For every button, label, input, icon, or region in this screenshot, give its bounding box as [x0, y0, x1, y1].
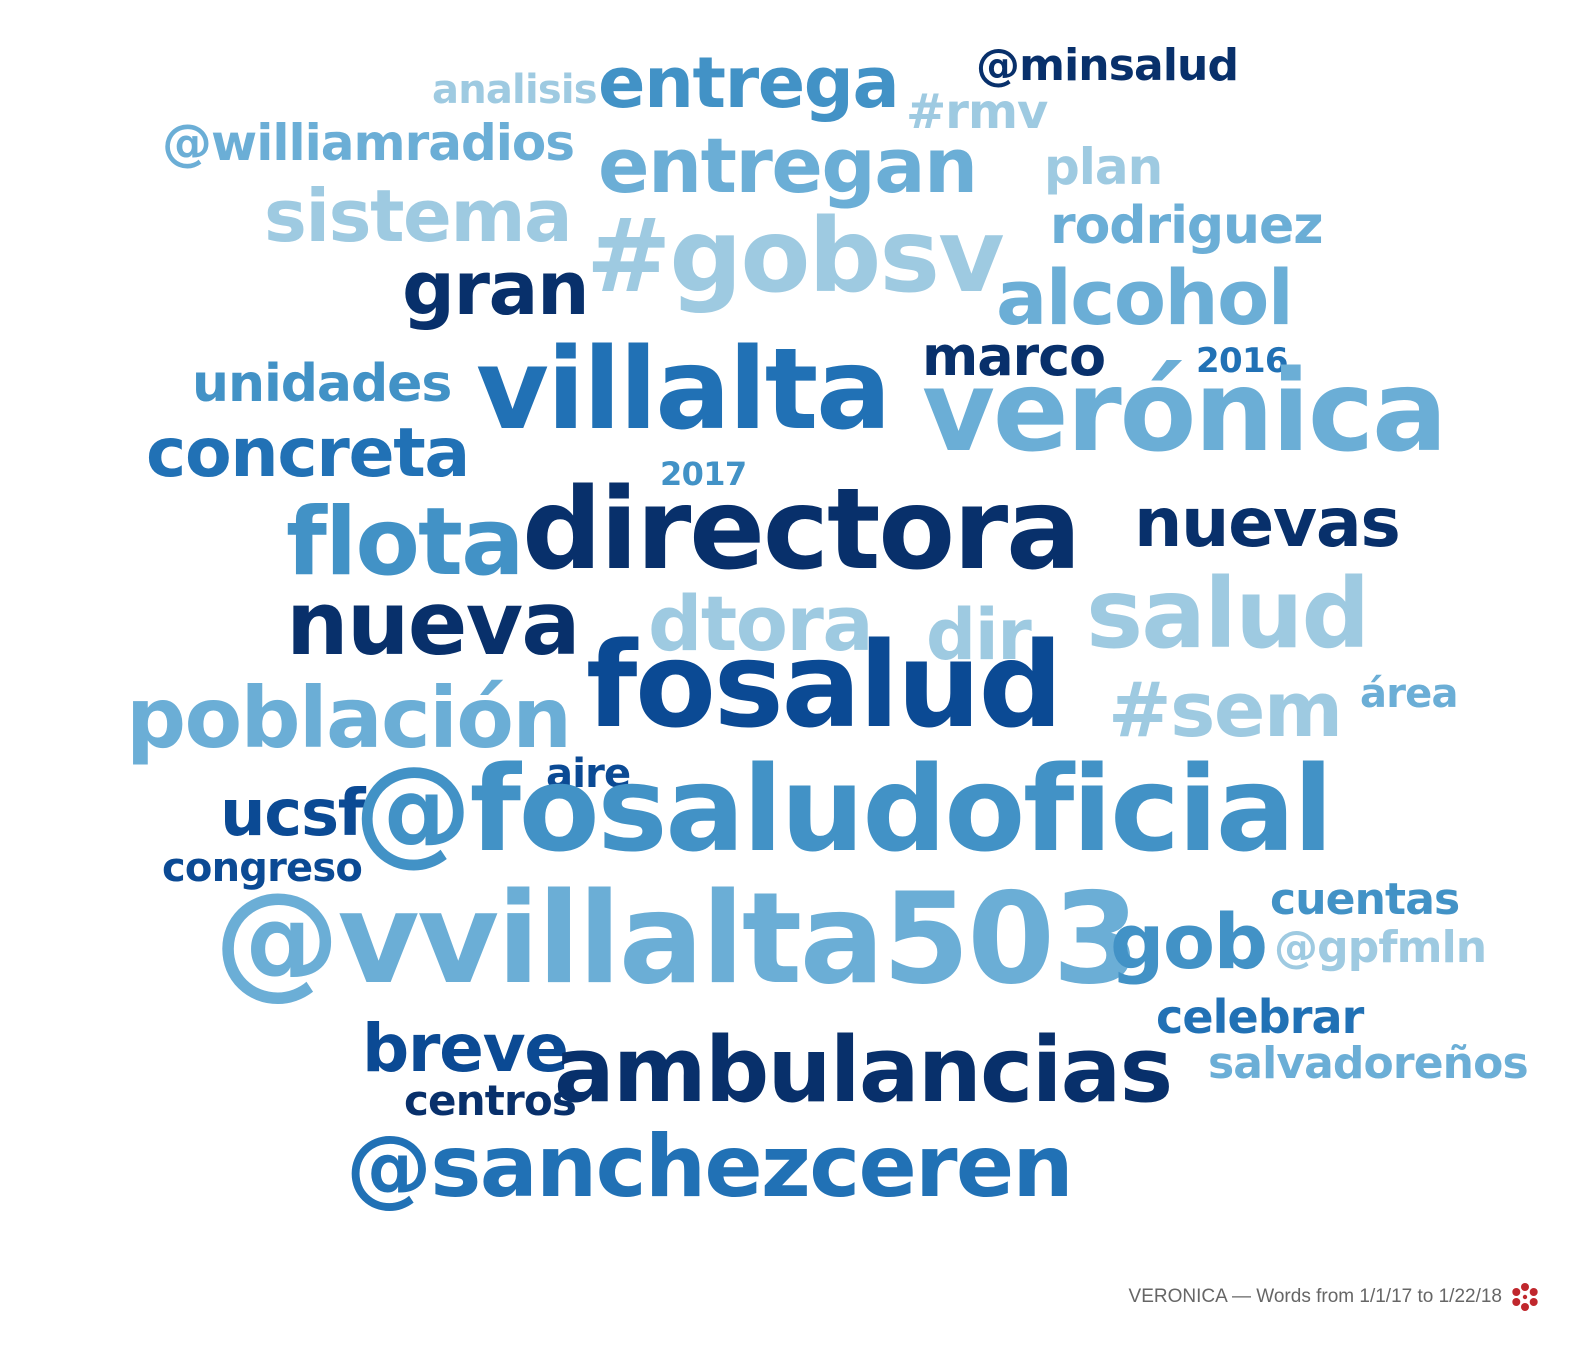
- word: @gpfmln: [1274, 922, 1487, 973]
- word: #sem: [1108, 665, 1343, 754]
- word: población: [126, 669, 572, 767]
- word: flota: [286, 488, 525, 597]
- word: salud: [1086, 558, 1370, 670]
- word: sistema: [264, 174, 573, 258]
- footer: VERONICA — Words from 1/1/17 to 1/22/18: [1129, 1282, 1540, 1312]
- word: villalta: [476, 325, 892, 455]
- flower-logo-icon: [1510, 1282, 1540, 1312]
- word: gob: [1110, 897, 1268, 986]
- word: centros: [404, 1076, 577, 1125]
- word: 2016: [1196, 341, 1289, 381]
- word: ambulancias: [554, 1018, 1173, 1123]
- word: rodriguez: [1050, 196, 1324, 256]
- word: @vvillalta503: [214, 865, 1140, 1012]
- footer-caption: VERONICA — Words from 1/1/17 to 1/22/18: [1128, 1286, 1502, 1307]
- word: entrega: [598, 42, 900, 124]
- word: aire: [546, 751, 631, 797]
- word: verónica: [922, 347, 1448, 477]
- word: fosalud: [586, 616, 1063, 754]
- word: unidades: [192, 354, 452, 414]
- word: marco: [922, 325, 1106, 388]
- word: #rmv: [906, 84, 1048, 140]
- word: cuentas: [1270, 874, 1460, 925]
- word: dir: [926, 594, 1032, 676]
- word: gran: [402, 246, 590, 332]
- word: @sanchezceren: [346, 1117, 1074, 1217]
- word: 2017: [660, 455, 747, 493]
- word: @minsalud: [976, 40, 1239, 91]
- word: concreta: [146, 414, 470, 493]
- word: entregan: [598, 121, 978, 210]
- word: celebrar: [1156, 990, 1364, 1044]
- word: #gobsv: [586, 197, 1005, 316]
- word: nuevas: [1134, 484, 1401, 563]
- word: analisis: [432, 67, 598, 113]
- word: directora: [522, 465, 1082, 595]
- word: @fosaludoficial: [354, 740, 1333, 878]
- word: @williamradios: [162, 114, 575, 172]
- word: salvadoreños: [1208, 1038, 1529, 1089]
- word: breve: [362, 1010, 569, 1087]
- word: dtora: [648, 579, 874, 668]
- word: ucsf: [220, 777, 366, 851]
- word: plan: [1044, 138, 1163, 196]
- word: nueva: [286, 572, 581, 675]
- word: congreso: [162, 845, 363, 891]
- word: alcohol: [996, 253, 1294, 342]
- word: área: [1360, 671, 1458, 717]
